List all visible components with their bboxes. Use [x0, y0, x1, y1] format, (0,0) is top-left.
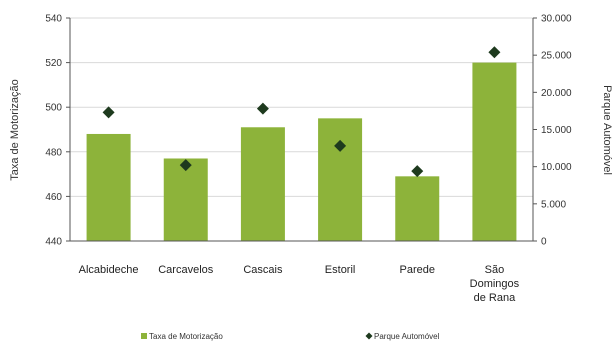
marker-series: [102, 46, 501, 178]
left-axis-title: Taxa de Motorização: [9, 79, 21, 181]
right-axis-title: Parque Automóvel: [601, 85, 613, 175]
left-tick-label: 440: [45, 237, 62, 248]
left-tick-label: 480: [45, 147, 62, 158]
bar: [472, 62, 517, 241]
left-tick-label: 460: [45, 192, 62, 203]
left-tick-label: 500: [45, 103, 62, 114]
right-axis-ticks: 0 5.000 10.000 15.000 20.000 25.000 30.000: [533, 14, 572, 248]
right-tick-label: 5.000: [541, 199, 566, 210]
bar: [395, 176, 440, 241]
data-marker: [411, 165, 424, 178]
bar-series: [86, 62, 517, 241]
category-label: Carcavelos: [158, 264, 214, 276]
right-tick-label: 15.000: [541, 125, 572, 136]
right-tick-label: 0: [541, 237, 547, 248]
bar: [163, 158, 208, 241]
data-marker: [334, 139, 347, 152]
data-marker: [179, 159, 192, 172]
right-tick-label: 25.000: [541, 51, 572, 62]
legend-marker-label: Parque Automóvel: [374, 332, 440, 341]
data-marker: [488, 46, 501, 59]
left-tick-label: 520: [45, 58, 62, 69]
legend-marker-swatch: [365, 332, 373, 340]
bar: [240, 127, 285, 241]
category-label: São Domingos de Rana: [470, 264, 520, 304]
category-label: Estoril: [325, 264, 356, 276]
right-tick-label: 10.000: [541, 162, 572, 173]
legend: Taxa de Motorização Parque Automóvel: [141, 332, 440, 341]
bar: [86, 133, 131, 241]
axes: [69, 18, 534, 242]
category-label: Parede: [400, 264, 435, 276]
category-labels: Alcabideche Carcavelos Cascais Estoril Pared…: [79, 264, 520, 304]
legend-bar-label: Taxa de Motorização: [149, 332, 223, 341]
legend-bar-swatch: [141, 333, 147, 339]
left-axis-ticks: 440 460 480 500 520 540: [45, 14, 70, 248]
category-label: Cascais: [243, 264, 283, 276]
category-label: Alcabideche: [79, 264, 139, 276]
data-marker: [102, 106, 115, 119]
bar: [318, 118, 363, 241]
data-marker: [256, 102, 269, 115]
right-tick-label: 30.000: [541, 14, 572, 25]
right-tick-label: 20.000: [541, 88, 572, 99]
gridlines: [70, 17, 533, 197]
left-tick-label: 540: [45, 14, 62, 25]
